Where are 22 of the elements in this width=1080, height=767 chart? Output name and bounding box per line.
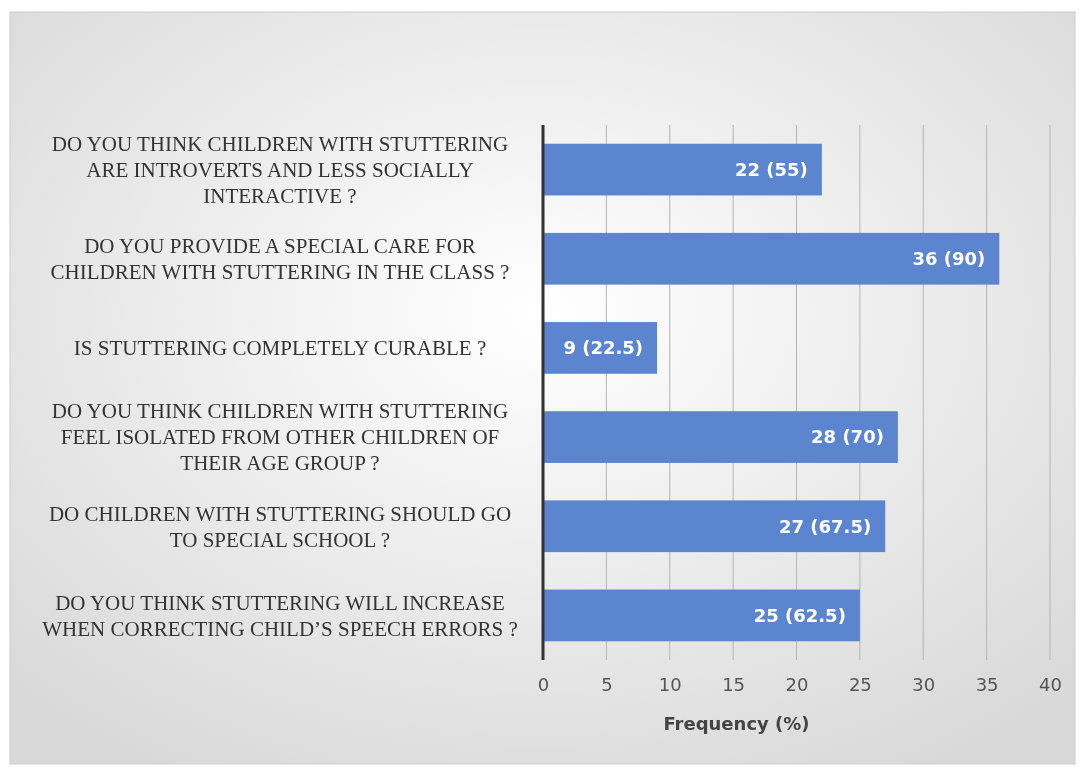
x-tick-label: 15: [722, 674, 746, 696]
data-label: 36 (90): [912, 248, 986, 270]
data-label: 25 (62.5): [753, 604, 846, 626]
y-tick-label: IS STUTTERING COMPLETELY CURABLE ?: [73, 336, 487, 361]
x-tick-label: 5: [601, 674, 613, 696]
data-label: 27 (67.5): [779, 515, 872, 537]
x-tick-label: 10: [658, 674, 682, 696]
x-tick-label: 40: [1039, 674, 1062, 696]
y-tick-label: DO CHILDREN WITH STUTTERING SHOULD GO TO SPECIAL SCHOOL ?: [48, 501, 512, 552]
x-tick-label: 35: [975, 674, 999, 696]
y-tick-label: DO YOU THINK CHILDREN WITH STUTTERING FEEL ISOLATED FROM OTHER CHILDREN OF THEIR AGE GROUP ?: [51, 399, 509, 476]
y-tick-label: DO YOU THINK CHILDREN WITH STUTTERING ARE INTROVERTS AND LESS SOCIALLY INTERACTIVE ?: [51, 131, 509, 208]
x-tick-label: 30: [912, 674, 936, 696]
y-tick-label: DO YOU THINK STUTTERING WILL INCREASE WHEN CORRECTING CHILD’S SPEECH ERRORS ?: [42, 590, 518, 641]
x-tick-label: 0: [537, 674, 550, 696]
x-tick-label: 20: [785, 674, 809, 696]
y-tick-label: DO YOU PROVIDE A SPECIAL CARE FOR CHILDREN WITH STUTTERING IN THE CLASS ?: [50, 234, 510, 285]
data-label: 9 (22.5): [563, 337, 644, 359]
data-label: 22 (55): [735, 158, 808, 180]
data-label: 28 (70): [811, 426, 884, 448]
x-axis-title: Frequency (%): [663, 713, 810, 734]
x-tick-label: 25: [848, 674, 872, 696]
